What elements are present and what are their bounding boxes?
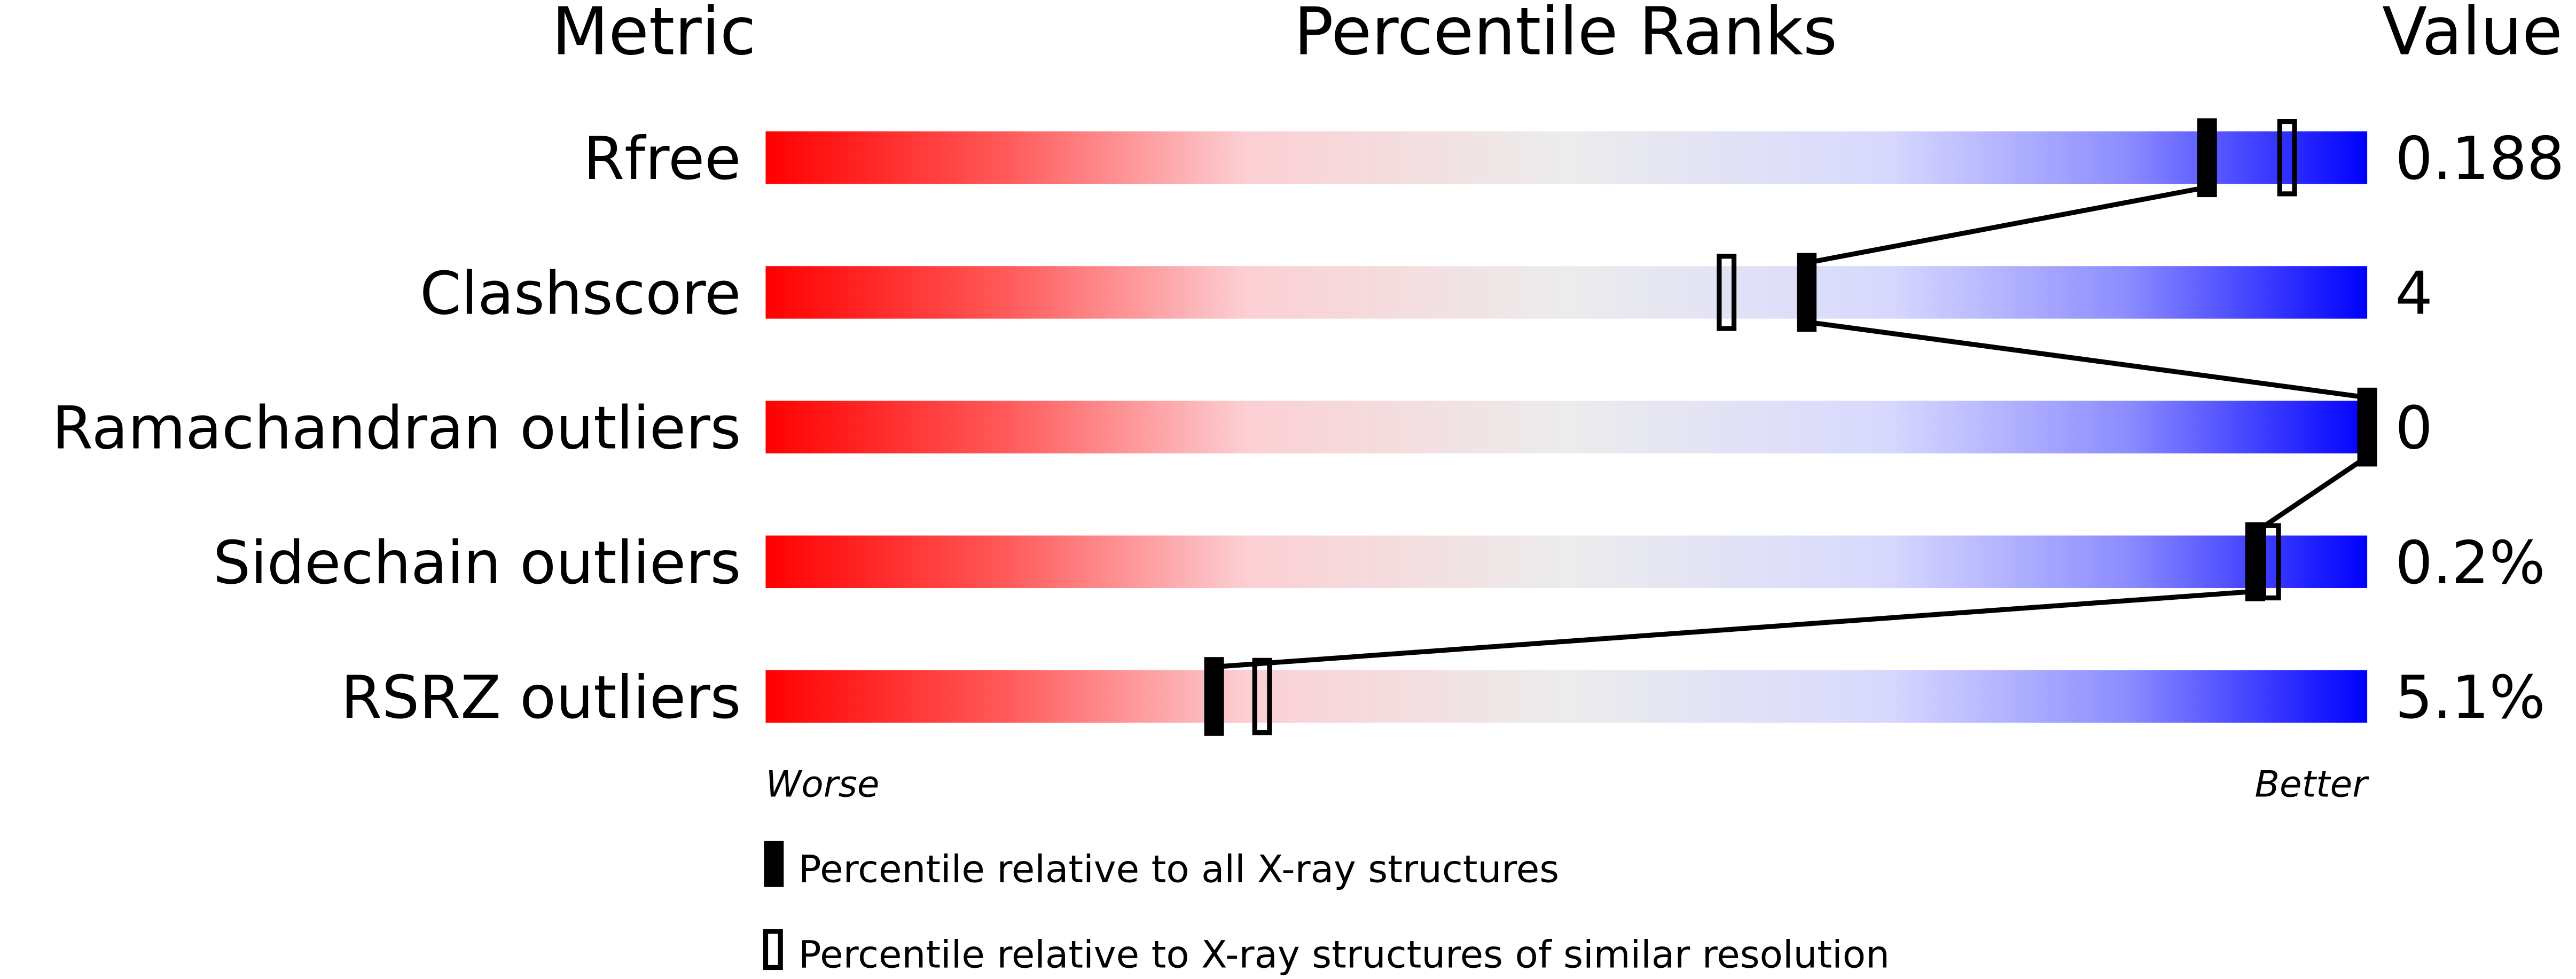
marker-all-structures bbox=[1797, 253, 1817, 332]
metric-label: RSRZ outliers bbox=[341, 663, 741, 732]
percentile-bar bbox=[765, 535, 2368, 589]
connector-line bbox=[1806, 185, 2208, 265]
legend-open-marker bbox=[763, 929, 783, 970]
legend-open-label: Percentile relative to X-ray structures … bbox=[798, 932, 1890, 976]
axis-label-better: Better bbox=[2255, 763, 2370, 805]
metric-label: Clashscore bbox=[420, 259, 741, 328]
metric-value: 0.188 bbox=[2395, 124, 2564, 193]
percentile-bar bbox=[765, 131, 2368, 184]
marker-all-structures bbox=[2245, 522, 2265, 601]
marker-all-structures bbox=[1204, 657, 1224, 736]
metric-value: 0 bbox=[2395, 394, 2432, 463]
metric-label: Rfree bbox=[583, 124, 741, 193]
connector-line bbox=[1806, 319, 2368, 400]
header-value: Value bbox=[2382, 0, 2563, 70]
legend-filled-label: Percentile relative to all X-ray structu… bbox=[798, 847, 1559, 891]
metric-label: Sidechain outliers bbox=[213, 529, 741, 598]
percentile-bar bbox=[765, 670, 2368, 723]
metric-value: 0.2% bbox=[2395, 529, 2545, 598]
header-metric: Metric bbox=[552, 0, 756, 70]
legend-filled-marker bbox=[764, 841, 784, 887]
header-percentile: Percentile Ranks bbox=[1294, 0, 1837, 70]
marker-all-structures bbox=[2197, 118, 2217, 198]
axis-label-worse: Worse bbox=[765, 763, 879, 805]
percentile-bar bbox=[765, 266, 2368, 319]
connector-line bbox=[1213, 589, 2256, 670]
marker-similar-resolution bbox=[2277, 119, 2297, 197]
metric-value: 4 bbox=[2395, 259, 2432, 328]
percentile-bar bbox=[765, 401, 2368, 453]
marker-similar-resolution bbox=[1252, 657, 1272, 735]
marker-similar-resolution bbox=[1717, 254, 1737, 331]
metric-label: Ramachandran outliers bbox=[52, 394, 741, 463]
marker-all-structures bbox=[2357, 387, 2377, 467]
metric-value: 5.1% bbox=[2395, 663, 2545, 732]
connector-line bbox=[2253, 455, 2369, 535]
